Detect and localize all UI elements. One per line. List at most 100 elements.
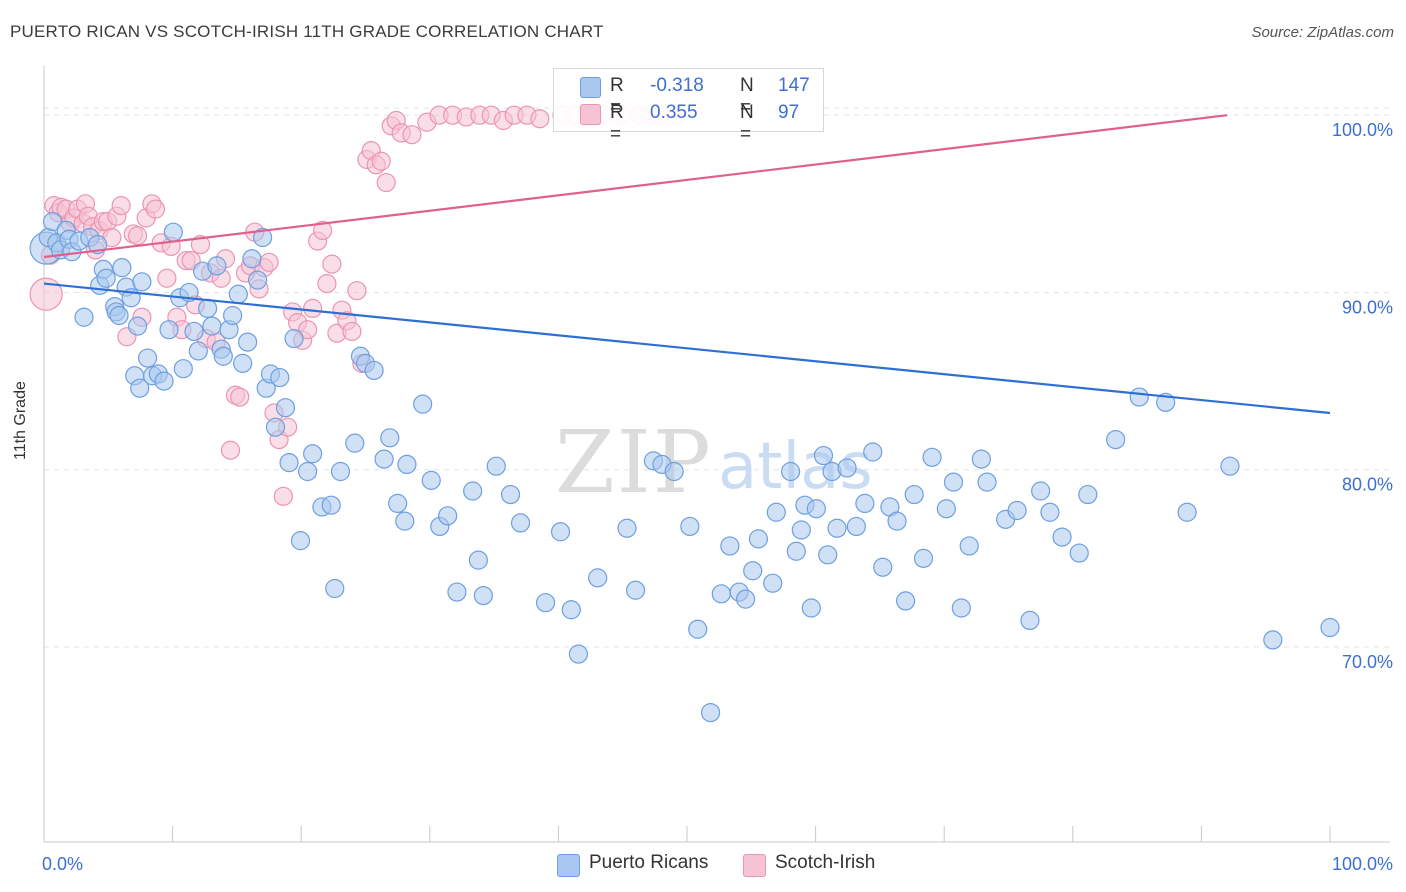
puerto-rican-point — [786, 541, 806, 561]
puerto-rican-point — [813, 445, 834, 466]
scotch-irish-point — [259, 252, 279, 272]
puerto-rican-point — [130, 378, 150, 398]
puerto-rican-point — [468, 550, 488, 570]
legend-n-value-blue: 147 — [778, 75, 810, 96]
puerto-rican-point — [1106, 429, 1126, 450]
puerto-rican-point — [137, 348, 158, 368]
puerto-rican-point — [922, 447, 942, 467]
puerto-rican-point — [1052, 527, 1072, 547]
puerto-rican-point — [887, 511, 907, 531]
puerto-rican-point — [242, 249, 262, 269]
puerto-rican-point — [896, 591, 916, 611]
puerto-rican-point — [837, 458, 857, 478]
puerto-rican-point — [421, 470, 441, 490]
puerto-rican-point — [42, 211, 63, 232]
puerto-rican-point — [1069, 543, 1089, 563]
grid-lines — [44, 107, 1390, 648]
puerto-rican-point — [818, 545, 838, 565]
puerto-rican-point — [154, 371, 174, 391]
legend-r-value-pink: 0.355 — [650, 102, 698, 123]
puerto-rican-point — [388, 493, 408, 514]
puerto-rican-point — [279, 453, 299, 473]
chart-title: PUERTO RICAN VS SCOTCH-IRISH 11TH GRADE … — [10, 22, 604, 41]
scotch-irish-point — [190, 234, 211, 255]
scotch-irish-point — [298, 320, 318, 340]
scotch-irish-point — [303, 298, 323, 319]
puerto-rican-point — [447, 582, 467, 602]
trend-line-puerto-ricans — [43, 282, 1331, 415]
puerto-rican-point — [588, 568, 608, 588]
puerto-rican-point — [1220, 456, 1240, 476]
legend-label-puerto-ricans: Puerto Ricans — [589, 852, 709, 873]
trend-line-scotch-irish — [43, 114, 1228, 259]
puerto-rican-point — [74, 307, 94, 327]
puerto-rican-point — [132, 272, 152, 292]
puerto-rican-point — [1320, 617, 1340, 638]
puerto-rican-point — [500, 484, 521, 505]
puerto-rican-point — [275, 398, 296, 418]
scotch-irish-point — [317, 273, 337, 294]
puerto-rican-point — [238, 332, 258, 352]
puerto-rican-point — [395, 511, 415, 531]
stats-legend: R = -0.318 N = 147 R = 0.355 N = 97 — [553, 68, 824, 145]
scotch-irish-point — [347, 281, 367, 301]
puerto-rican-point — [202, 316, 222, 336]
puerto-rican-point — [330, 461, 351, 482]
puerto-rican-point — [735, 589, 756, 609]
puerto-rican-point — [688, 619, 708, 639]
puerto-rican-point — [766, 502, 786, 522]
puerto-rican-point — [801, 598, 821, 618]
puerto-rican-point — [720, 536, 740, 556]
puerto-rican-point — [96, 268, 116, 288]
puerto-rican-point — [863, 442, 883, 462]
scotch-irish-point — [220, 440, 241, 460]
scotch-irish-point — [371, 151, 391, 171]
puerto-rican-point — [977, 472, 997, 492]
scotch-irish-point — [127, 226, 148, 246]
puerto-rican-point — [855, 493, 875, 514]
puerto-rican-point — [248, 270, 268, 290]
source-note: Source: ZipAtlas.com — [1251, 24, 1394, 41]
puerto-rican-point — [1263, 630, 1283, 650]
puerto-rican-point — [846, 516, 866, 537]
x-tick-label: 0.0% — [42, 854, 83, 874]
watermark-zip: ZIP — [555, 413, 713, 513]
puerto-rican-point — [791, 520, 811, 540]
puerto-rican-point — [1078, 484, 1098, 505]
legend-swatch-pink — [580, 104, 601, 125]
puerto-rican-point — [159, 320, 179, 340]
puerto-rican-point — [303, 444, 323, 464]
puerto-rican-point — [1129, 387, 1149, 407]
axes — [43, 66, 1390, 843]
scotch-irish-point — [273, 486, 293, 506]
puerto-rican-point — [510, 513, 531, 533]
puerto-rican-point — [711, 584, 731, 604]
puerto-rican-point — [345, 433, 365, 453]
puerto-rican-point — [971, 449, 991, 469]
puerto-rican-point — [561, 600, 581, 620]
puerto-rican-point — [568, 644, 589, 664]
puerto-rican-point — [1031, 481, 1051, 501]
puerto-rican-point — [486, 456, 506, 476]
scotch-irish-point — [530, 109, 550, 129]
puerto-rican-point — [1007, 500, 1027, 521]
puerto-rican-point — [207, 256, 227, 276]
puerto-rican-point — [617, 518, 637, 538]
scotch-irish-point — [376, 172, 396, 193]
legend-r-value-blue: -0.318 — [650, 75, 704, 96]
y-tick-label: 70.0% — [1342, 652, 1393, 672]
trend-lines — [43, 114, 1331, 415]
x-tick-label: 100.0% — [1332, 854, 1393, 874]
puerto-rican-point — [680, 516, 700, 537]
puerto-rican-point — [364, 360, 384, 381]
y-tick-label: 100.0% — [1332, 120, 1393, 140]
puerto-rican-point — [198, 298, 218, 319]
puerto-rican-point — [233, 353, 253, 373]
legend-swatch-blue — [557, 854, 580, 877]
puerto-rican-point — [913, 548, 934, 568]
puerto-rican-point — [748, 529, 769, 549]
puerto-rican-point — [625, 580, 646, 600]
puerto-rican-point — [397, 454, 417, 475]
legend-label-scotch-irish: Scotch-Irish — [775, 852, 876, 873]
